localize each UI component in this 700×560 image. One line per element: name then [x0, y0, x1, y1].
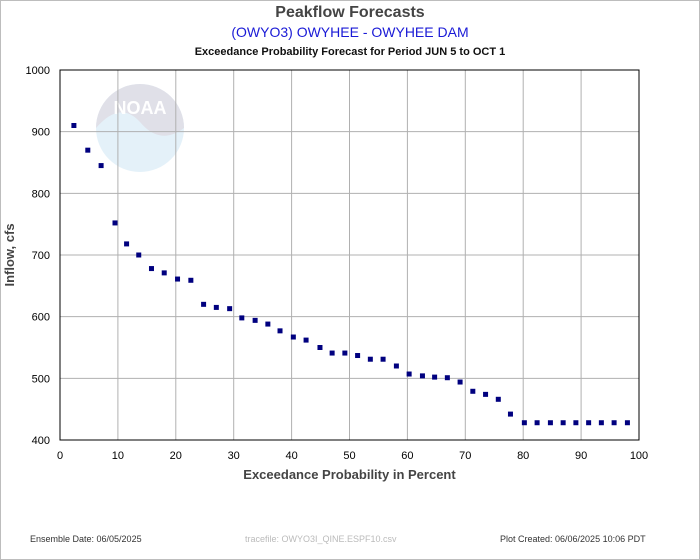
data-point [329, 350, 335, 356]
plot-created: Plot Created: 06/06/2025 10:06 PDT [500, 534, 646, 544]
chart-title: Peakflow Forecasts [275, 4, 425, 21]
ensemble-date: Ensemble Date: 06/05/2025 [30, 534, 142, 544]
data-point [98, 163, 104, 169]
data-point [265, 321, 271, 327]
data-point [560, 420, 566, 426]
noaa-logo-icon: NOAA [96, 84, 184, 172]
data-point [112, 220, 118, 226]
x-tick-label: 70 [459, 450, 471, 462]
forecast-period: Exceedance Probability Forecast for Peri… [194, 46, 506, 58]
data-point [432, 374, 438, 380]
data-point [136, 252, 142, 258]
y-tick-label: 600 [32, 312, 50, 324]
data-point [213, 304, 219, 310]
plot-area [59, 69, 640, 441]
data-point [444, 375, 450, 381]
x-tick-label: 40 [285, 450, 297, 462]
tracefile-name: tracefile: OWYO3I_QINE.ESPF10.csv [245, 534, 397, 544]
data-point [534, 420, 540, 426]
data-point [252, 317, 258, 323]
data-point [367, 356, 373, 362]
data-point [380, 356, 386, 362]
y-tick-label: 700 [32, 250, 50, 262]
data-point [188, 277, 194, 283]
x-tick-label: 30 [228, 450, 240, 462]
data-point [611, 420, 617, 426]
data-point [201, 301, 207, 307]
data-point [547, 420, 553, 426]
data-point [317, 345, 323, 350]
data-point [303, 337, 309, 343]
data-point [624, 420, 630, 426]
data-point [148, 266, 154, 272]
y-tick-label: 900 [32, 127, 50, 139]
data-point [161, 270, 167, 276]
data-point [277, 328, 283, 334]
x-axis-label: Exceedance Probability in Percent [243, 467, 456, 482]
data-points [71, 123, 630, 426]
x-tick-label: 20 [170, 450, 182, 462]
x-axis-ticks: 0 10 20 30 40 50 60 70 80 90 100 [57, 450, 648, 462]
y-tick-label: 1000 [26, 65, 50, 77]
data-point [586, 420, 592, 426]
data-point [457, 379, 463, 385]
data-point [598, 420, 604, 426]
x-tick-label: 90 [575, 450, 587, 462]
data-point [393, 363, 399, 369]
data-point [470, 388, 476, 394]
data-point [573, 420, 579, 426]
data-point [85, 147, 91, 153]
data-point [495, 396, 501, 402]
x-tick-label: 100 [630, 450, 648, 462]
data-point [521, 420, 527, 426]
data-point [342, 350, 348, 356]
noaa-logo-text: NOAA [114, 98, 167, 118]
data-point [239, 315, 245, 321]
data-point [355, 353, 361, 359]
y-tick-label: 400 [32, 435, 50, 447]
x-tick-label: 60 [401, 450, 413, 462]
data-point [419, 373, 425, 379]
grid-lines [60, 70, 639, 440]
data-point [507, 411, 513, 417]
data-point [290, 334, 296, 340]
data-point [483, 391, 489, 397]
data-point [406, 371, 412, 377]
data-point [175, 276, 181, 282]
x-tick-label: 0 [57, 450, 63, 462]
y-tick-label: 500 [32, 373, 50, 385]
x-tick-label: 80 [517, 450, 529, 462]
y-axis-ticks: 400 500 600 700 800 900 1000 [26, 65, 50, 447]
x-tick-label: 50 [343, 450, 355, 462]
data-point [124, 241, 130, 247]
x-tick-label: 10 [112, 450, 124, 462]
y-tick-label: 800 [32, 188, 50, 200]
data-point [71, 123, 77, 128]
y-axis-label: Inflow, cfs [2, 223, 17, 286]
data-point [227, 306, 233, 312]
chart-subtitle: (OWYO3) OWYHEE - OWYHEE DAM [231, 24, 469, 40]
